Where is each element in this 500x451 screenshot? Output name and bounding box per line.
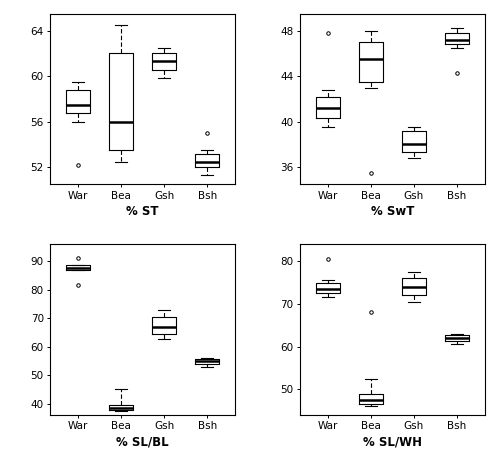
X-axis label: % ST: % ST [126, 205, 159, 218]
X-axis label: % SwT: % SwT [371, 205, 414, 218]
X-axis label: % SL/BL: % SL/BL [116, 435, 169, 448]
X-axis label: % SL/WH: % SL/WH [363, 435, 422, 448]
